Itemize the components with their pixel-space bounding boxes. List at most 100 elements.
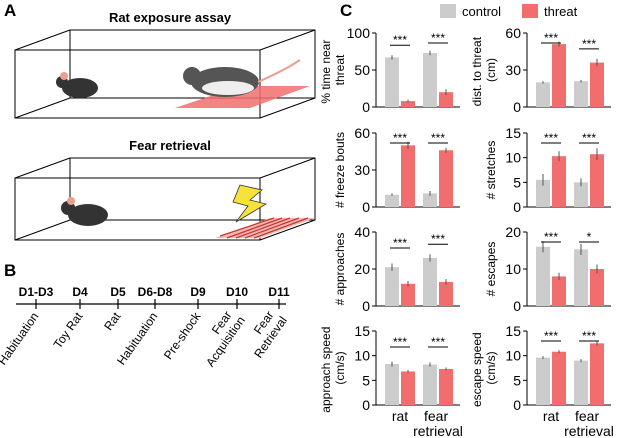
bar bbox=[401, 145, 415, 207]
bar-chart: 0 5 10 15 # stretches *** *** bbox=[484, 125, 611, 215]
bar bbox=[385, 364, 399, 405]
bar bbox=[439, 92, 453, 107]
significance-label: *** bbox=[393, 335, 407, 349]
significance-label: *** bbox=[393, 33, 407, 47]
bar-chart: 0 20 40 # approaches *** *** bbox=[333, 224, 460, 314]
bar bbox=[552, 351, 566, 405]
y-tick-label: 50 bbox=[354, 62, 370, 78]
bar bbox=[590, 343, 604, 405]
y-tick-label: 15 bbox=[354, 323, 370, 339]
panel-label: B bbox=[4, 261, 16, 280]
y-axis-label: # stretches bbox=[484, 141, 498, 200]
significance-label: *** bbox=[582, 329, 596, 343]
y-tick-label: 0 bbox=[513, 397, 521, 413]
significance-label: *** bbox=[544, 31, 558, 45]
significance-label: *** bbox=[393, 236, 407, 250]
y-tick-label: 20 bbox=[505, 224, 521, 240]
bar bbox=[536, 82, 550, 107]
day-label: D4 bbox=[72, 285, 88, 299]
y-tick-label: 100 bbox=[347, 25, 371, 41]
retrieval-title: Fear retrieval bbox=[129, 138, 211, 153]
legend-label: threat bbox=[544, 4, 578, 19]
event-label: Fear Acquisition bbox=[192, 306, 248, 370]
bar bbox=[536, 357, 550, 405]
assay-title: Rat exposure assay bbox=[109, 10, 232, 25]
bar bbox=[423, 193, 437, 207]
y-tick-label: 15 bbox=[505, 125, 521, 141]
y-tick-label: 10 bbox=[505, 261, 521, 277]
significance-label: *** bbox=[393, 131, 407, 145]
y-tick-label: 60 bbox=[354, 125, 370, 141]
bar bbox=[590, 154, 604, 207]
bar bbox=[423, 257, 437, 306]
y-tick-label: 30 bbox=[505, 62, 521, 78]
y-tick-label: 0 bbox=[362, 298, 370, 314]
mouse-icon bbox=[56, 72, 98, 98]
y-tick-label: 30 bbox=[354, 162, 370, 178]
y-tick-label: 0 bbox=[513, 99, 521, 115]
significance-label: *** bbox=[431, 131, 445, 145]
y-tick-label: 60 bbox=[505, 25, 521, 41]
y-tick-label: 5 bbox=[362, 372, 370, 388]
x-tick-label: rat bbox=[543, 408, 559, 424]
day-label: D11 bbox=[268, 285, 290, 299]
mouse-icon bbox=[61, 197, 108, 226]
bar bbox=[574, 81, 588, 107]
y-tick-label: 10 bbox=[354, 348, 370, 364]
day-label: D5 bbox=[110, 285, 126, 299]
bar bbox=[574, 182, 588, 207]
bar-chart: 0 50 100% time near threat *** *** bbox=[319, 25, 460, 115]
y-axis-label: # approaches bbox=[333, 233, 347, 306]
x-tick-label: fear retrieval bbox=[413, 408, 463, 438]
rat-zone bbox=[175, 86, 310, 108]
y-tick-label: 5 bbox=[513, 372, 521, 388]
significance-label: *** bbox=[582, 131, 596, 145]
bar bbox=[574, 360, 588, 405]
y-axis-label: escape speed (cm/s) bbox=[470, 329, 498, 407]
significance-label: *** bbox=[544, 329, 558, 343]
panel-label: C bbox=[340, 1, 352, 20]
bar bbox=[385, 57, 399, 107]
event-label: Pre-shock bbox=[161, 309, 204, 362]
event-label: Toy Rat bbox=[51, 309, 86, 351]
bar bbox=[439, 150, 453, 207]
significance-label: *** bbox=[431, 232, 445, 246]
y-tick-label: 0 bbox=[513, 298, 521, 314]
day-label: D10 bbox=[226, 285, 248, 299]
bar bbox=[385, 267, 399, 306]
y-tick-label: 15 bbox=[505, 323, 521, 339]
y-tick-label: 0 bbox=[513, 199, 521, 215]
significance-label: *** bbox=[544, 131, 558, 145]
y-tick-label: 5 bbox=[513, 174, 521, 190]
legend-swatch bbox=[522, 4, 538, 18]
y-axis-label: dist. to threat (cm) bbox=[470, 34, 498, 107]
y-axis-label: approach speed (cm/s) bbox=[319, 323, 347, 412]
bar bbox=[423, 364, 437, 405]
bar bbox=[590, 62, 604, 107]
bar-chart: 0 5 10 15 escape speed (cm/s) *** rat *** fear r… bbox=[470, 323, 614, 438]
day-label: D1-D3 bbox=[19, 285, 54, 299]
bar bbox=[552, 44, 566, 107]
bar-chart: 0 5 10 15 approach speed (cm/s) *** rat *** fear… bbox=[319, 323, 463, 438]
arena-box bbox=[14, 29, 316, 119]
y-tick-label: 10 bbox=[505, 150, 521, 166]
y-tick-label: 20 bbox=[354, 261, 370, 277]
x-tick-label: rat bbox=[392, 408, 408, 424]
bar bbox=[590, 269, 604, 306]
day-label: D9 bbox=[190, 285, 206, 299]
y-tick-label: 0 bbox=[362, 397, 370, 413]
legend-label: control bbox=[462, 4, 501, 19]
legend-swatch bbox=[440, 4, 456, 18]
bar bbox=[552, 276, 566, 306]
bar bbox=[574, 249, 588, 306]
bar bbox=[423, 52, 437, 107]
day-label: D6-D8 bbox=[138, 285, 173, 299]
y-tick-label: 10 bbox=[505, 348, 521, 364]
x-tick-label: fear retrieval bbox=[564, 408, 614, 438]
event-label: Habituation bbox=[0, 310, 41, 368]
bar-chart: 0 30 60 # freeze bouts *** *** bbox=[333, 125, 460, 215]
shock-grid bbox=[215, 217, 315, 239]
significance-label: *** bbox=[544, 230, 558, 244]
